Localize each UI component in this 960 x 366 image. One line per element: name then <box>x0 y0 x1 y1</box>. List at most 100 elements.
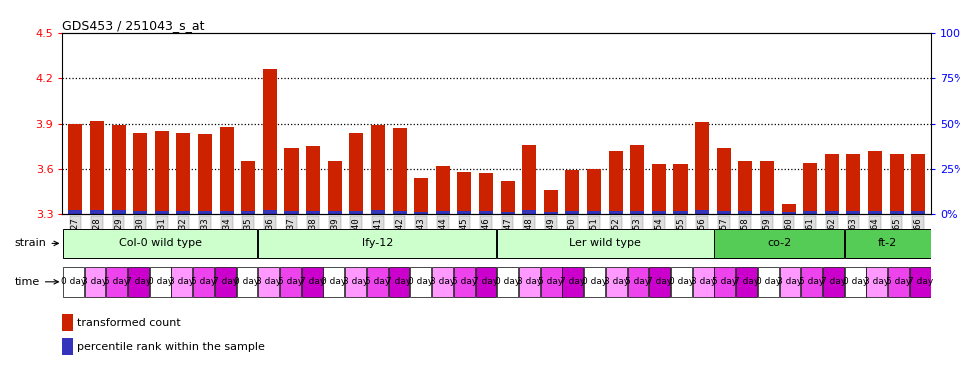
Text: transformed count: transformed count <box>77 318 180 328</box>
Bar <box>220 127 233 211</box>
Text: 5 day: 5 day <box>799 277 825 286</box>
Bar <box>714 228 844 258</box>
Bar <box>714 267 735 296</box>
Bar <box>565 170 580 211</box>
Bar <box>652 164 666 211</box>
Text: 5 day: 5 day <box>277 277 303 286</box>
Text: Ler wild type: Ler wild type <box>569 238 641 249</box>
Text: 0 day: 0 day <box>669 277 694 286</box>
Bar <box>301 267 323 296</box>
Bar <box>522 145 537 210</box>
Text: 7 day: 7 day <box>126 277 151 286</box>
Text: 3 day: 3 day <box>169 277 195 286</box>
Bar <box>695 210 709 214</box>
Bar <box>84 267 106 296</box>
Text: 0 day: 0 day <box>148 277 173 286</box>
Bar <box>367 267 388 296</box>
Bar <box>133 211 147 214</box>
Text: 7 day: 7 day <box>821 277 846 286</box>
Text: 7 day: 7 day <box>908 277 933 286</box>
Text: 0 day: 0 day <box>234 277 259 286</box>
Bar <box>90 210 104 214</box>
Text: 3 day: 3 day <box>778 277 803 286</box>
Bar <box>280 267 300 296</box>
Bar <box>888 267 909 296</box>
Text: 3 day: 3 day <box>604 277 629 286</box>
Text: 5 day: 5 day <box>104 277 130 286</box>
Bar <box>910 267 931 296</box>
Bar <box>193 267 214 296</box>
Bar <box>327 161 342 211</box>
Bar <box>543 212 558 214</box>
Bar <box>198 134 212 211</box>
Bar <box>890 211 903 214</box>
Bar <box>845 228 931 258</box>
Text: co-2: co-2 <box>767 238 791 249</box>
Bar <box>393 128 407 211</box>
Text: 5 day: 5 day <box>886 277 911 286</box>
Bar <box>410 267 431 296</box>
Bar <box>371 125 385 210</box>
Bar <box>760 161 774 211</box>
Bar <box>62 314 73 331</box>
Bar <box>847 211 860 214</box>
Bar <box>497 267 518 296</box>
Bar <box>454 267 474 296</box>
Text: GDS453 / 251043_s_at: GDS453 / 251043_s_at <box>62 19 204 32</box>
Text: 5 day: 5 day <box>712 277 737 286</box>
Bar <box>457 172 471 211</box>
Text: 7 day: 7 day <box>561 277 586 286</box>
Bar <box>540 267 562 296</box>
Text: 7 day: 7 day <box>387 277 412 286</box>
Bar <box>868 151 882 211</box>
Bar <box>111 125 126 210</box>
Bar <box>584 267 605 296</box>
Text: 5 day: 5 day <box>625 277 651 286</box>
Bar <box>177 211 190 214</box>
Bar <box>155 211 169 214</box>
Text: 7 day: 7 day <box>213 277 238 286</box>
Bar <box>847 154 860 211</box>
Text: 5 day: 5 day <box>451 277 477 286</box>
Bar <box>215 267 236 296</box>
Text: 7 day: 7 day <box>473 277 498 286</box>
Bar <box>346 267 366 296</box>
Bar <box>695 122 709 210</box>
Bar <box>327 211 342 214</box>
Bar <box>479 173 493 211</box>
Bar <box>609 211 623 214</box>
Bar <box>606 267 627 296</box>
Text: 5 day: 5 day <box>365 277 390 286</box>
Bar <box>825 211 839 214</box>
Bar <box>736 267 757 296</box>
Bar <box>587 211 601 214</box>
Bar <box>587 169 601 211</box>
Text: 0 day: 0 day <box>843 277 868 286</box>
Text: 0 day: 0 day <box>322 277 347 286</box>
Bar <box>177 132 190 211</box>
Bar <box>62 338 73 355</box>
Bar <box>868 211 882 214</box>
Bar <box>479 211 493 214</box>
Bar <box>911 154 925 211</box>
Bar <box>475 267 496 296</box>
Bar <box>155 131 169 211</box>
Text: time: time <box>14 277 59 287</box>
Bar <box>436 166 450 211</box>
Bar <box>497 228 713 258</box>
Bar <box>306 146 320 211</box>
Bar <box>349 211 363 214</box>
Bar <box>414 178 428 212</box>
Bar <box>258 267 279 296</box>
Bar <box>802 267 822 296</box>
Text: 3 day: 3 day <box>83 277 108 286</box>
Bar <box>890 154 903 211</box>
Bar <box>738 211 753 214</box>
Text: 3 day: 3 day <box>430 277 455 286</box>
Bar <box>823 267 844 296</box>
Text: 5 day: 5 day <box>191 277 216 286</box>
Bar <box>107 267 127 296</box>
Bar <box>62 228 257 258</box>
Bar <box>780 267 801 296</box>
Bar <box>804 163 817 211</box>
